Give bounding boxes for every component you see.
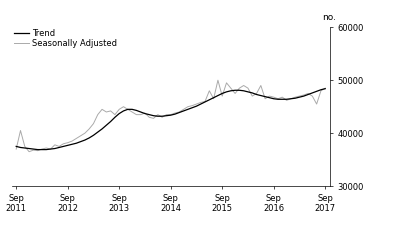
Line: Seasonally Adjusted: Seasonally Adjusted — [16, 80, 325, 152]
Trend — [87, 137, 92, 139]
Trend — [284, 98, 289, 101]
Trend — [35, 148, 40, 151]
Seasonally Adjusted — [173, 112, 177, 114]
Legend: Trend, Seasonally Adjusted: Trend, Seasonally Adjusted — [13, 29, 117, 48]
Trend — [276, 98, 280, 101]
Trend — [323, 87, 328, 90]
Text: no.: no. — [322, 13, 337, 22]
Seasonally Adjusted — [289, 97, 293, 100]
Seasonally Adjusted — [14, 148, 19, 151]
Seasonally Adjusted — [323, 87, 328, 89]
Trend — [14, 145, 19, 148]
Trend — [173, 113, 177, 116]
Seasonally Adjusted — [121, 105, 126, 108]
Trend — [297, 96, 302, 99]
Seasonally Adjusted — [87, 128, 92, 130]
Trend — [121, 110, 126, 112]
Seasonally Adjusted — [301, 94, 306, 96]
Seasonally Adjusted — [216, 79, 220, 81]
Seasonally Adjusted — [27, 150, 31, 153]
Seasonally Adjusted — [280, 96, 285, 99]
Line: Trend: Trend — [16, 89, 325, 150]
